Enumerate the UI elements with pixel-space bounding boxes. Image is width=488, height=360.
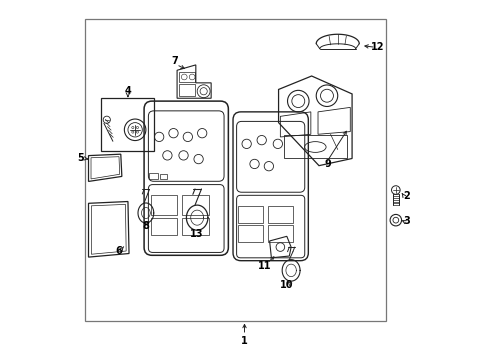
Bar — [182, 195, 208, 215]
Text: 12: 12 — [370, 42, 384, 52]
Text: 3: 3 — [403, 216, 409, 226]
Bar — [267, 206, 293, 224]
Bar — [284, 135, 346, 158]
Bar — [150, 195, 177, 215]
Text: 1: 1 — [241, 336, 247, 346]
Text: 9: 9 — [324, 159, 330, 169]
Text: 6: 6 — [115, 246, 122, 256]
Text: 4: 4 — [124, 86, 131, 96]
Text: 13: 13 — [190, 229, 203, 239]
Bar — [160, 174, 167, 180]
Text: 7: 7 — [171, 56, 178, 66]
Bar — [238, 225, 263, 242]
Bar — [85, 19, 386, 320]
Bar — [179, 84, 195, 96]
Bar — [267, 225, 293, 242]
Text: 10: 10 — [280, 280, 293, 290]
Text: 5: 5 — [77, 153, 83, 163]
Text: 2: 2 — [403, 191, 409, 201]
Bar — [179, 72, 195, 82]
Text: 11: 11 — [257, 261, 270, 271]
Bar — [150, 217, 177, 235]
Text: 8: 8 — [142, 221, 149, 231]
Bar — [238, 206, 263, 224]
Bar — [101, 98, 154, 150]
Bar — [182, 217, 208, 235]
Bar — [149, 173, 158, 180]
